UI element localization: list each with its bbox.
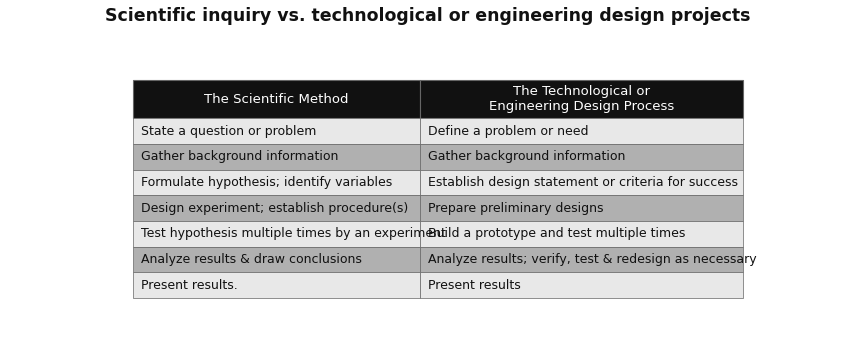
Bar (420, 221, 743, 247)
Text: Prepare preliminary designs: Prepare preliminary designs (428, 202, 604, 215)
Bar (133, 221, 420, 247)
Text: Gather background information: Gather background information (141, 151, 339, 163)
Text: Gather background information: Gather background information (428, 151, 625, 163)
Bar (420, 81, 743, 118)
Bar (420, 247, 743, 272)
Text: Formulate hypothesis; identify variables: Formulate hypothesis; identify variables (141, 176, 392, 189)
Bar (420, 144, 743, 170)
Text: Analyze results; verify, test & redesign as necessary: Analyze results; verify, test & redesign… (428, 253, 757, 266)
Text: Present results: Present results (428, 279, 521, 292)
Bar (420, 118, 743, 144)
Bar (133, 170, 420, 195)
Text: Design experiment; establish procedure(s): Design experiment; establish procedure(s… (141, 202, 409, 215)
Bar (133, 118, 420, 144)
Bar (133, 247, 420, 272)
Text: The Technological or
Engineering Design Process: The Technological or Engineering Design … (489, 85, 674, 113)
Bar (420, 272, 743, 298)
Text: Present results.: Present results. (141, 279, 238, 292)
Text: Establish design statement or criteria for success: Establish design statement or criteria f… (428, 176, 738, 189)
Bar (133, 144, 420, 170)
Bar (133, 81, 420, 118)
Text: Scientific inquiry vs. technological or engineering design projects: Scientific inquiry vs. technological or … (105, 7, 750, 25)
Bar (133, 195, 420, 221)
Text: The Scientific Method: The Scientific Method (204, 93, 349, 106)
Bar (420, 195, 743, 221)
Bar (420, 170, 743, 195)
Text: State a question or problem: State a question or problem (141, 125, 316, 138)
Text: Build a prototype and test multiple times: Build a prototype and test multiple time… (428, 228, 685, 240)
Text: Test hypothesis multiple times by an experiment: Test hypothesis multiple times by an exp… (141, 228, 446, 240)
Text: Analyze results & draw conclusions: Analyze results & draw conclusions (141, 253, 363, 266)
Text: Define a problem or need: Define a problem or need (428, 125, 588, 138)
Bar (133, 272, 420, 298)
